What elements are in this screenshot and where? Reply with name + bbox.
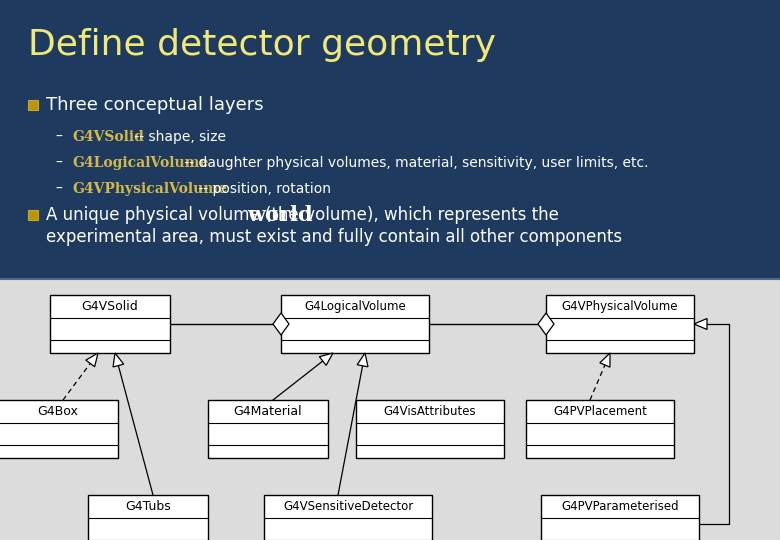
Bar	[356, 400, 504, 458]
Bar	[88, 495, 208, 540]
Bar	[0, 279, 780, 540]
Bar	[28, 100, 38, 110]
Text: Three conceptual layers: Three conceptual layers	[46, 96, 264, 114]
Text: -- shape, size: -- shape, size	[129, 130, 225, 144]
Text: G4PVPlacement: G4PVPlacement	[553, 405, 647, 418]
Polygon shape	[273, 313, 289, 335]
Bar	[526, 400, 674, 458]
Polygon shape	[319, 353, 333, 366]
Text: volume), which represents the: volume), which represents the	[300, 206, 558, 224]
Text: G4VSolid: G4VSolid	[82, 300, 138, 313]
Text: –: –	[55, 182, 62, 196]
Text: G4Material: G4Material	[234, 405, 303, 418]
Text: -- position, rotation: -- position, rotation	[194, 182, 332, 196]
Bar	[50, 295, 170, 353]
Polygon shape	[600, 353, 610, 367]
Text: -- daughter physical volumes, material, sensitivity, user limits, etc.: -- daughter physical volumes, material, …	[180, 156, 648, 170]
Text: G4LogicalVolume: G4LogicalVolume	[72, 156, 208, 170]
Text: G4PVParameterised: G4PVParameterised	[561, 500, 679, 513]
Bar	[0, 400, 118, 458]
Bar	[281, 295, 429, 353]
Bar	[208, 400, 328, 458]
Bar	[541, 495, 699, 540]
Text: experimental area, must exist and fully contain all other components: experimental area, must exist and fully …	[46, 228, 622, 246]
Bar	[264, 495, 432, 540]
Text: –: –	[55, 156, 62, 170]
Bar	[28, 210, 38, 220]
Text: G4VisAttributes: G4VisAttributes	[384, 405, 477, 418]
Text: A unique physical volume (the: A unique physical volume (the	[46, 206, 304, 224]
Polygon shape	[357, 353, 368, 367]
Text: Define detector geometry: Define detector geometry	[28, 28, 496, 62]
Polygon shape	[538, 313, 554, 335]
Text: world: world	[247, 205, 313, 225]
Polygon shape	[86, 353, 98, 367]
Text: G4VSensitiveDetector: G4VSensitiveDetector	[283, 500, 413, 513]
Polygon shape	[694, 319, 707, 329]
Text: G4VPhysicalVolume: G4VPhysicalVolume	[562, 300, 679, 313]
Text: G4Box: G4Box	[37, 405, 79, 418]
Text: G4VSolid: G4VSolid	[72, 130, 144, 144]
Text: G4LogicalVolume: G4LogicalVolume	[304, 300, 406, 313]
Text: G4VPhysicalVolume: G4VPhysicalVolume	[72, 182, 227, 196]
Text: –: –	[55, 130, 62, 144]
Polygon shape	[113, 353, 124, 367]
Text: G4Tubs: G4Tubs	[125, 500, 171, 513]
Bar	[546, 295, 694, 353]
